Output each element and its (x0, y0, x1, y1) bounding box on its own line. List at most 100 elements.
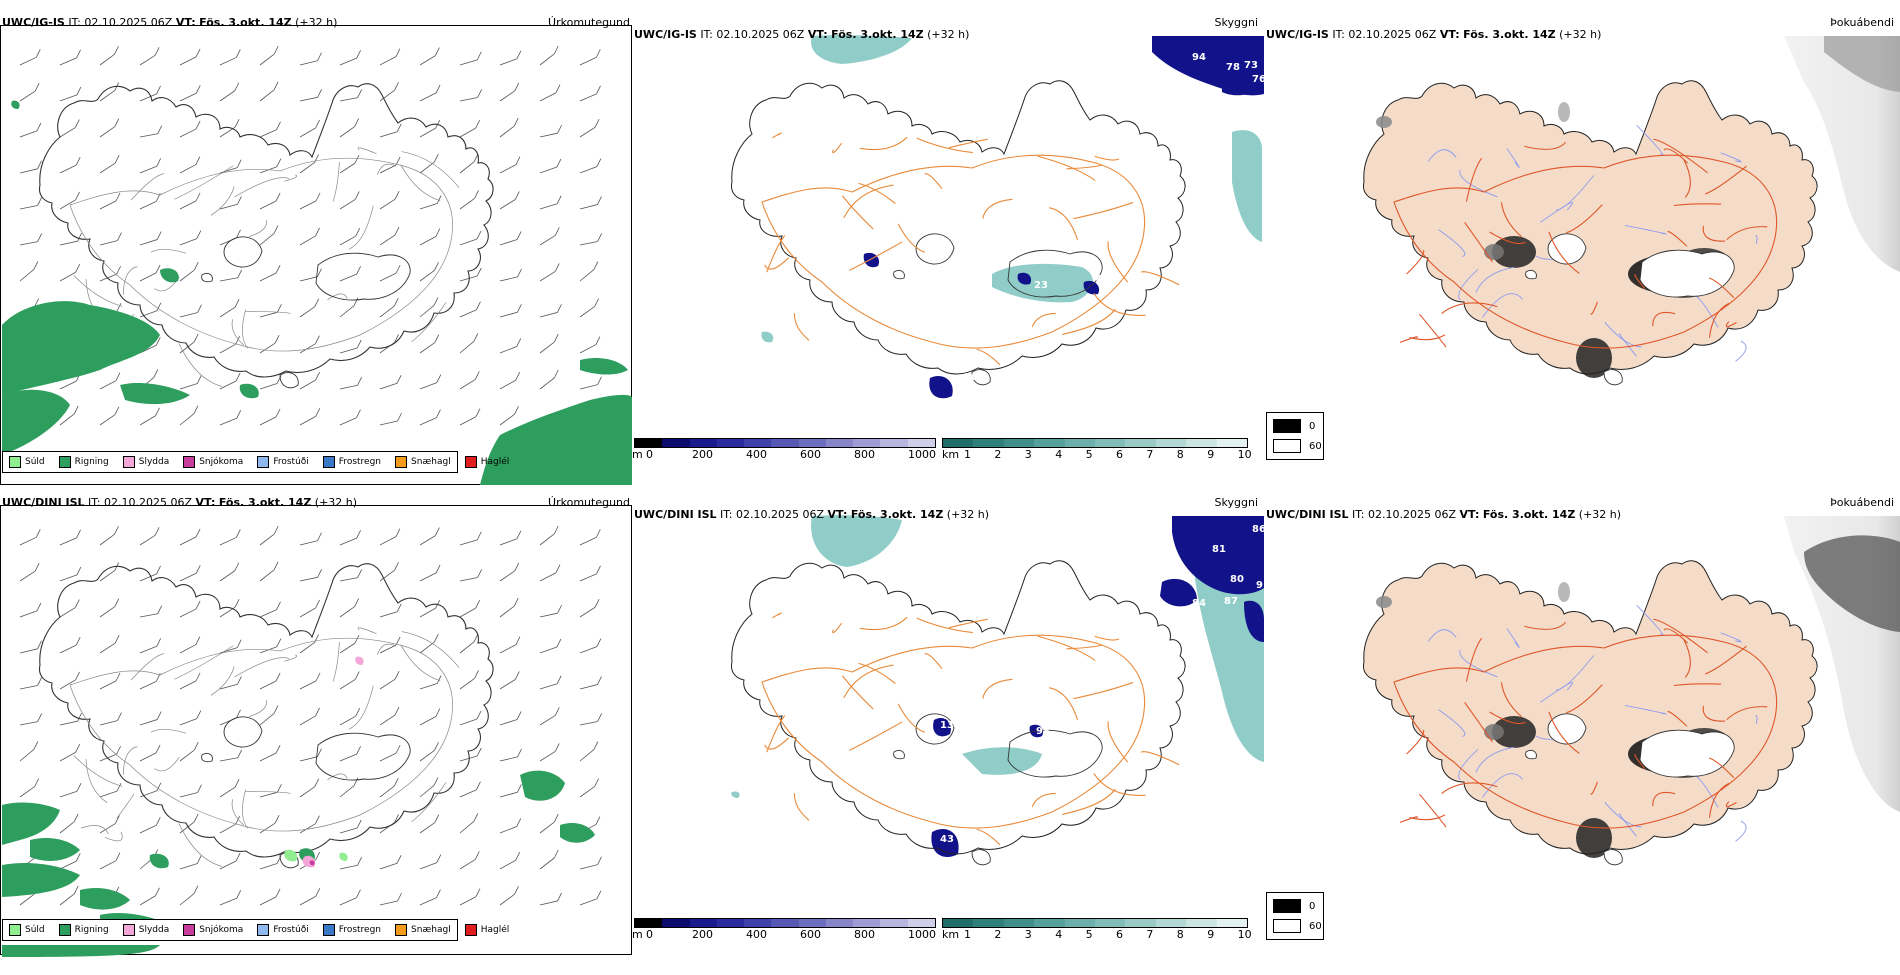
legend-label: Haglél (480, 925, 510, 935)
colorbar-step (798, 439, 826, 447)
legend-swatch (322, 456, 335, 468)
cloud-base-label: 87 (1224, 596, 1238, 607)
colorbar-step (1064, 919, 1096, 927)
fog-legend: 0 60 (1266, 892, 1324, 940)
colorbar-step (853, 439, 881, 447)
field-title: Skyggni (1214, 496, 1258, 509)
cloud-base-label: 100 (964, 372, 985, 383)
colorbar-step (1064, 439, 1096, 447)
fog-legend-high: 60 (1309, 920, 1322, 932)
cloud-base-label: 76 (1252, 74, 1264, 85)
colorbar-step (825, 919, 854, 927)
legend-label: Rigning (74, 925, 109, 935)
visibility-tick: 4 (1055, 928, 1063, 941)
ceiling-tick: 800 (854, 928, 875, 941)
fog-legend-low-swatch (1273, 419, 1301, 433)
cloud-base-label: 23 (1034, 280, 1048, 291)
cloud-base-label: 94 (1192, 52, 1206, 63)
precip-legend-item: Rigning (58, 456, 109, 468)
ceiling-unit: m (632, 928, 643, 941)
legend-swatch (183, 456, 196, 468)
colorbar-step (771, 919, 799, 927)
field-title: Skyggni (1214, 16, 1258, 29)
fog-map (1264, 514, 1900, 934)
legend-label: Snjókoma (199, 925, 244, 935)
legend-swatch (9, 456, 21, 468)
cloud-base-label: 86 (1252, 524, 1264, 535)
ceiling-tick: 200 (692, 448, 713, 461)
ceiling-colorbar (634, 918, 936, 928)
colorbar-step (1155, 439, 1187, 447)
visibility-tick: 6 (1116, 928, 1123, 941)
legend-swatch (257, 456, 270, 468)
colorbar-step (943, 919, 974, 927)
precip-legend-item: Haglél (464, 924, 510, 936)
precip-legend-item: Snjókoma (183, 456, 243, 468)
wind-barbs (19, 45, 603, 426)
colorbar-step (853, 919, 881, 927)
colorbar-step (662, 439, 690, 447)
cloud-base-label: 80 (1230, 574, 1244, 585)
visibility-tick: 10 (1237, 928, 1252, 941)
colorbar-step (907, 919, 935, 927)
colorbar-step (1095, 439, 1126, 447)
fog-panel: Þokuábendi UWC/DINI ISL IT: 02.10.2025 0… (1264, 492, 1900, 972)
colorbar-step (1125, 439, 1156, 447)
cloud-panel: 94 78 73 76 42 23 49 100 94 Skyggni UWC/IG-IS IT… (632, 12, 1264, 492)
cloud-base-label: 42 (880, 270, 894, 281)
colorbar-step (744, 439, 772, 447)
legend-swatch (58, 456, 71, 468)
precip-map (0, 25, 632, 485)
ceiling-tick: 400 (746, 928, 767, 941)
colorbar-step (1216, 439, 1248, 447)
visibility-unit: km (942, 928, 960, 941)
colorbar-step (716, 439, 745, 447)
legend-swatch (395, 456, 408, 468)
visibility-ticks: km 1 2 3 4 5 6 7 8 9 10 (942, 448, 1252, 462)
visibility-ticks: km 1 2 3 4 5 6 7 8 9 10 (942, 928, 1252, 942)
cloud-map: 94 78 73 76 42 23 49 100 94 (632, 34, 1264, 454)
legend-swatch (122, 924, 135, 936)
precip-legend-item: Haglél (464, 456, 509, 468)
ceiling-tick: 1000 (908, 448, 936, 461)
cloud-base-label: 130 (940, 720, 961, 731)
panel-header: UWC/DINI ISL IT: 02.10.2025 06Z VT: Fös.… (2, 496, 358, 509)
legend-label: Súld (25, 925, 45, 935)
colorbar-step (880, 439, 908, 447)
panel-header: UWC/DINI ISL IT: 02.10.2025 06Z VT: Fös.… (634, 508, 990, 521)
cloud-base-label: 43 (940, 834, 954, 845)
precip-legend-item: Súld (9, 924, 45, 936)
cloud-base-label: 84 (1192, 598, 1206, 609)
precip-legend-item: Frostúði (257, 924, 309, 936)
ceiling-tick: 800 (854, 448, 875, 461)
cloud-panel: 8681809184871309843 Skyggni UWC/DINI ISL… (632, 492, 1264, 972)
visibility-tick: 8 (1176, 928, 1184, 941)
legend-swatch (9, 924, 21, 936)
colorbar-step (716, 919, 745, 927)
fog-legend: 0 60 (1266, 412, 1324, 460)
precip-map (0, 505, 632, 957)
ceiling-tick: 400 (746, 448, 767, 461)
colorbar-step (798, 919, 826, 927)
colorbar-step (973, 919, 1004, 927)
field-title: Úrkomutegund (548, 16, 630, 29)
colorbar-step (662, 919, 690, 927)
colorbar-step (689, 919, 717, 927)
visibility-colorbar (942, 438, 1248, 448)
legend-label: Súld (25, 457, 45, 467)
visibility-tick: 6 (1116, 448, 1123, 461)
precip-legend-item: Frostúði (257, 456, 309, 468)
precip-legend-item: Snjókoma (183, 924, 243, 936)
colorbar-step (771, 439, 799, 447)
precip-panel: UWC/DINI ISL IT: 02.10.2025 06Z VT: Fös.… (0, 495, 632, 975)
colorbar-step (1003, 439, 1035, 447)
fog-legend-high-swatch (1273, 919, 1301, 933)
legend-swatch (395, 924, 408, 936)
fog-map (1264, 34, 1900, 454)
ceiling-tick: 0 (646, 928, 653, 941)
field-title: Þokuábendi (1830, 496, 1894, 509)
legend-label: Frostregn (338, 457, 382, 467)
precip-legend-item: Snæhagl (395, 924, 451, 936)
visibility-tick: 1 (964, 448, 971, 461)
ceiling-tick: 200 (692, 928, 713, 941)
